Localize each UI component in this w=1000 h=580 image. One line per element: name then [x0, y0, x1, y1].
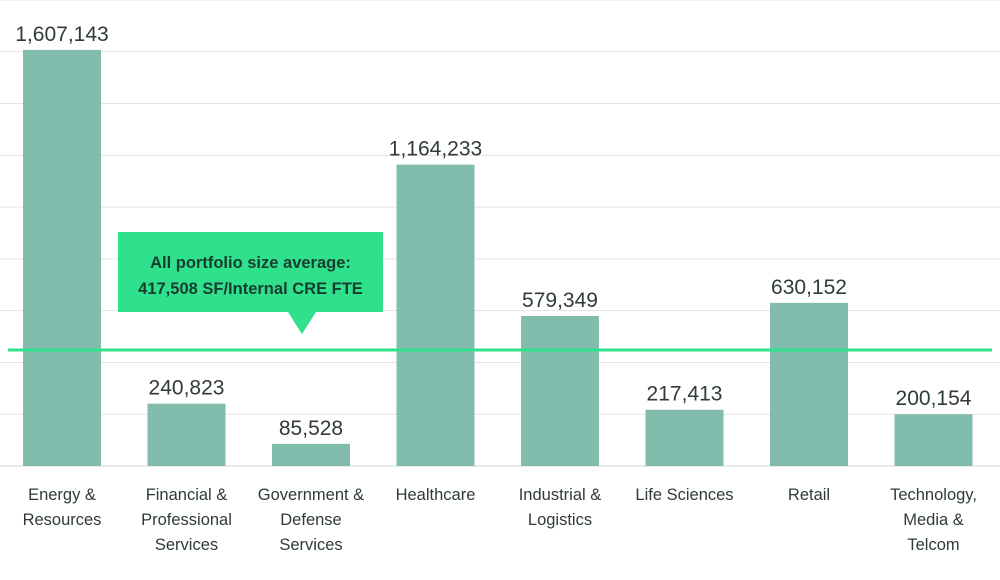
- category-label: Energy & Resources: [23, 486, 102, 529]
- bar-value-label: 579,349: [522, 289, 598, 312]
- bar-value-label: 1,607,143: [15, 23, 108, 46]
- category-label: Industrial & Logistics: [519, 486, 602, 529]
- category-label: Retail: [788, 486, 830, 504]
- average-callout: [118, 232, 383, 334]
- average-callout-line-2: 417,508 SF/Internal CRE FTE: [138, 280, 363, 298]
- value-labels: 1,607,143 240,823 85,528 1,164,233 579,349 21…: [15, 23, 971, 440]
- bar-value-label: 240,823: [149, 377, 225, 400]
- category-label: Life Sciences: [635, 486, 733, 504]
- category-label: Government & Defense Services: [258, 486, 364, 554]
- average-callout-line-1: All portfolio size average:: [150, 254, 351, 272]
- category-label: Healthcare: [396, 486, 476, 504]
- bar-value-label: 630,152: [771, 276, 847, 299]
- bar-value-label: 1,164,233: [389, 138, 482, 161]
- category-label: Technology, Media & Telcom: [890, 486, 977, 554]
- bar-value-label: 200,154: [896, 387, 972, 410]
- bar: [272, 443, 350, 466]
- bar: [645, 409, 724, 466]
- bar: [521, 316, 599, 466]
- bar: [23, 49, 101, 467]
- category-labels: Energy & Resources Financial & Professional…: [23, 486, 977, 554]
- bars: [23, 49, 973, 467]
- average-reference: All portfolio size average: 417,508 SF/I…: [8, 232, 992, 352]
- bar: [770, 302, 848, 466]
- bar: [894, 414, 973, 466]
- bar-value-label: 217,413: [647, 383, 723, 406]
- bar: [147, 403, 226, 466]
- bar-value-label: 85,528: [279, 417, 343, 440]
- bar: [396, 164, 475, 466]
- category-label: Financial & Professional Services: [141, 486, 232, 554]
